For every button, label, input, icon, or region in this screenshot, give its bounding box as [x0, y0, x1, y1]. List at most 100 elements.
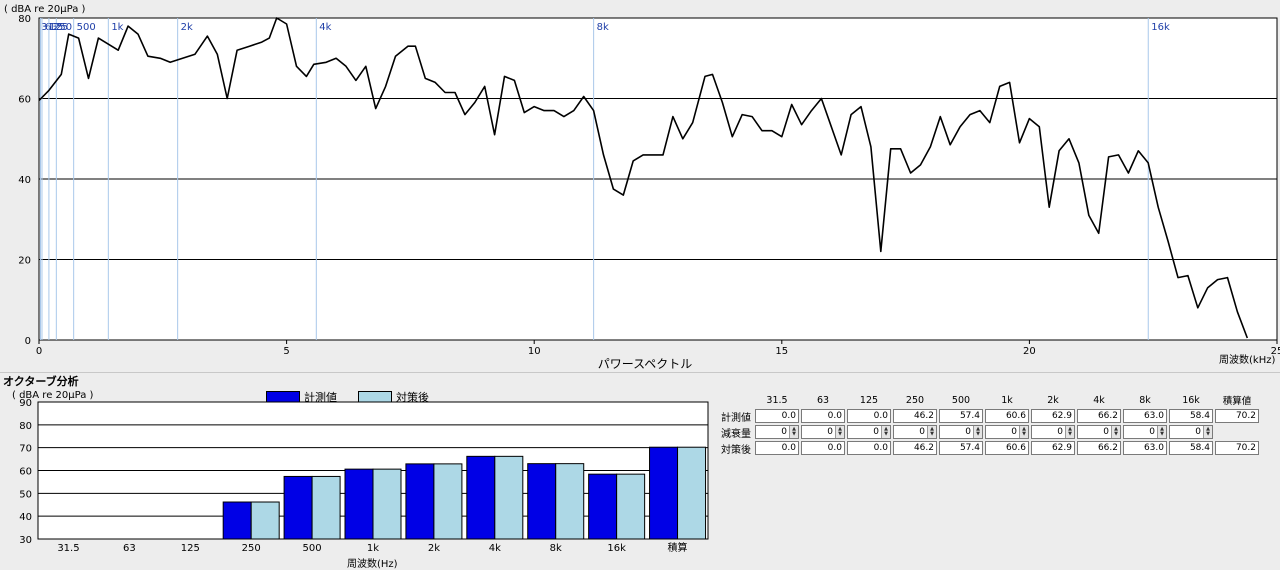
- panel-divider: [0, 372, 1280, 373]
- stepper-arrows-icon[interactable]: ▲ ▼: [1111, 426, 1120, 438]
- octave-section-title: オクターブ分析: [3, 375, 79, 388]
- stepper-down-icon[interactable]: ▼: [1160, 431, 1164, 437]
- table-cell: 58.4: [1169, 409, 1213, 423]
- stepper-down-icon[interactable]: ▼: [930, 431, 934, 437]
- stepper-down-icon[interactable]: ▼: [1022, 431, 1026, 437]
- table-column-header: 16k: [1182, 394, 1200, 406]
- octave-x-tick: 250: [242, 543, 261, 554]
- table-cell: 57.4: [939, 409, 983, 423]
- stepper-up-icon[interactable]: ▲: [1206, 426, 1210, 432]
- stepper-up-icon[interactable]: ▲: [930, 426, 934, 432]
- stepper-down-icon[interactable]: ▼: [976, 431, 980, 437]
- spectrum-y-tick: 80: [18, 14, 31, 25]
- stepper-up-icon[interactable]: ▲: [976, 426, 980, 432]
- stepper-down-icon[interactable]: ▼: [1114, 431, 1118, 437]
- stepper-up-icon[interactable]: ▲: [884, 426, 888, 432]
- table-cell: 0.0: [755, 441, 799, 455]
- stepper-arrows-icon[interactable]: ▲ ▼: [1019, 426, 1028, 438]
- stepper-up-icon[interactable]: ▲: [1114, 426, 1118, 432]
- stepper-up-icon[interactable]: ▲: [1160, 426, 1164, 432]
- spectrum-series-line: [38, 17, 1249, 339]
- table-cell: 46.2: [893, 441, 937, 455]
- band-marker-label: 63: [45, 22, 58, 33]
- stepper-down-icon[interactable]: ▼: [838, 431, 842, 437]
- stepper-up-icon[interactable]: ▲: [838, 426, 842, 432]
- stepper-down-icon[interactable]: ▼: [1206, 431, 1210, 437]
- band-marker-label: 1k: [111, 22, 123, 33]
- table-cell: 70.2: [1215, 409, 1259, 423]
- octave-bar: [283, 475, 313, 540]
- stepper-arrows-icon[interactable]: ▲ ▼: [789, 426, 798, 438]
- octave-bar: [588, 473, 618, 540]
- spectrum-x-tick: 25: [1271, 346, 1280, 357]
- stepper-arrows-icon[interactable]: ▲ ▼: [927, 426, 936, 438]
- band-marker-label: 31.5: [41, 22, 63, 33]
- table-row-label: 対策後: [721, 444, 751, 456]
- stepper-arrows-icon[interactable]: ▲ ▼: [835, 426, 844, 438]
- attenuation-stepper[interactable]: 0 ▲ ▼: [939, 425, 983, 439]
- octave-y-tick: 80: [19, 421, 32, 432]
- table-cell: 0.0: [755, 409, 799, 423]
- octave-bar: [494, 455, 524, 540]
- spectrum-x-tick: 0: [36, 346, 42, 357]
- stepper-up-icon[interactable]: ▲: [1022, 426, 1026, 432]
- stepper-arrows-icon[interactable]: ▲ ▼: [1203, 426, 1212, 438]
- table-cell: 0.0: [847, 441, 891, 455]
- attenuation-stepper[interactable]: 0 ▲ ▼: [893, 425, 937, 439]
- attenuation-value: 0: [1195, 427, 1201, 437]
- stepper-down-icon[interactable]: ▼: [884, 431, 888, 437]
- stepper-arrows-icon[interactable]: ▲ ▼: [881, 426, 890, 438]
- table-cell: 0.0: [801, 441, 845, 455]
- band-marker-label: 250: [53, 22, 72, 33]
- table-cell: 58.4: [1169, 441, 1213, 455]
- legend-after-label: 対策後: [396, 391, 429, 404]
- stepper-arrows-icon[interactable]: ▲ ▼: [1157, 426, 1166, 438]
- table-row: 減衰量 0 ▲ ▼ 0 ▲ ▼ 0 ▲ ▼ 0 ▲ ▼ 0 ▲ ▼ 0 ▲ ▼ 0 ▲ ▼ 0 ▲ ▼ 0 ▲ ▼ 0 ▲ ▼: [720, 424, 1260, 440]
- stepper-down-icon[interactable]: ▼: [1068, 431, 1072, 437]
- attenuation-value: 0: [1057, 427, 1063, 437]
- octave-y-tick: 40: [19, 512, 32, 523]
- octave-y-tick: 50: [19, 489, 32, 500]
- attenuation-value: 0: [965, 427, 971, 437]
- attenuation-stepper[interactable]: 0 ▲ ▼: [1169, 425, 1213, 439]
- table-cell: 70.2: [1215, 441, 1259, 455]
- spectrum-y-tick: 0: [25, 336, 31, 347]
- octave-x-tick: 500: [303, 543, 322, 554]
- table-row-label: 減衰量: [721, 428, 751, 440]
- spectrum-y-tick: 20: [18, 256, 31, 267]
- octave-unit-label: ( dBA re 20μPa ): [12, 390, 94, 401]
- table-column-header: 31.5: [766, 394, 788, 406]
- band-marker-label: 500: [77, 22, 96, 33]
- octave-xaxis-label: 周波数(Hz): [347, 559, 398, 570]
- stepper-arrows-icon[interactable]: ▲ ▼: [1065, 426, 1074, 438]
- table-cell: 63.0: [1123, 441, 1167, 455]
- attenuation-stepper[interactable]: 0 ▲ ▼: [847, 425, 891, 439]
- band-marker-label: 8k: [597, 22, 609, 33]
- attenuation-value: 0: [781, 427, 787, 437]
- legend-measured-label: 計測値: [304, 391, 337, 404]
- attenuation-stepper[interactable]: 0 ▲ ▼: [1123, 425, 1167, 439]
- attenuation-value: 0: [873, 427, 879, 437]
- attenuation-stepper[interactable]: 0 ▲ ▼: [1031, 425, 1075, 439]
- octave-x-tick: 16k: [607, 543, 626, 554]
- attenuation-stepper[interactable]: 0 ▲ ▼: [985, 425, 1029, 439]
- octave-data-table: 31.5 63 125 250 500 1k 2k 4k 8k 16k 積算値 計測値 0.0 0.0 0.…: [720, 392, 1260, 456]
- legend-measured: 計測値: [266, 389, 337, 405]
- attenuation-stepper[interactable]: 0 ▲ ▼: [801, 425, 845, 439]
- spectrum-x-tick: 20: [1023, 346, 1036, 357]
- table-cell: 63.0: [1123, 409, 1167, 423]
- attenuation-stepper[interactable]: 0 ▲ ▼: [755, 425, 799, 439]
- stepper-up-icon[interactable]: ▲: [792, 426, 796, 432]
- octave-y-tick: 60: [19, 467, 32, 478]
- stepper-arrows-icon[interactable]: ▲ ▼: [973, 426, 982, 438]
- table-column-header: 63: [816, 394, 830, 406]
- band-marker-label: 4k: [319, 22, 331, 33]
- spectrum-y-tick: 40: [18, 175, 31, 186]
- attenuation-stepper[interactable]: 0 ▲ ▼: [1077, 425, 1121, 439]
- table-column-header: 積算値: [1222, 396, 1252, 407]
- stepper-down-icon[interactable]: ▼: [792, 431, 796, 437]
- octave-y-tick: 30: [19, 535, 32, 546]
- stepper-up-icon[interactable]: ▲: [1068, 426, 1072, 432]
- octave-bar: [466, 455, 496, 540]
